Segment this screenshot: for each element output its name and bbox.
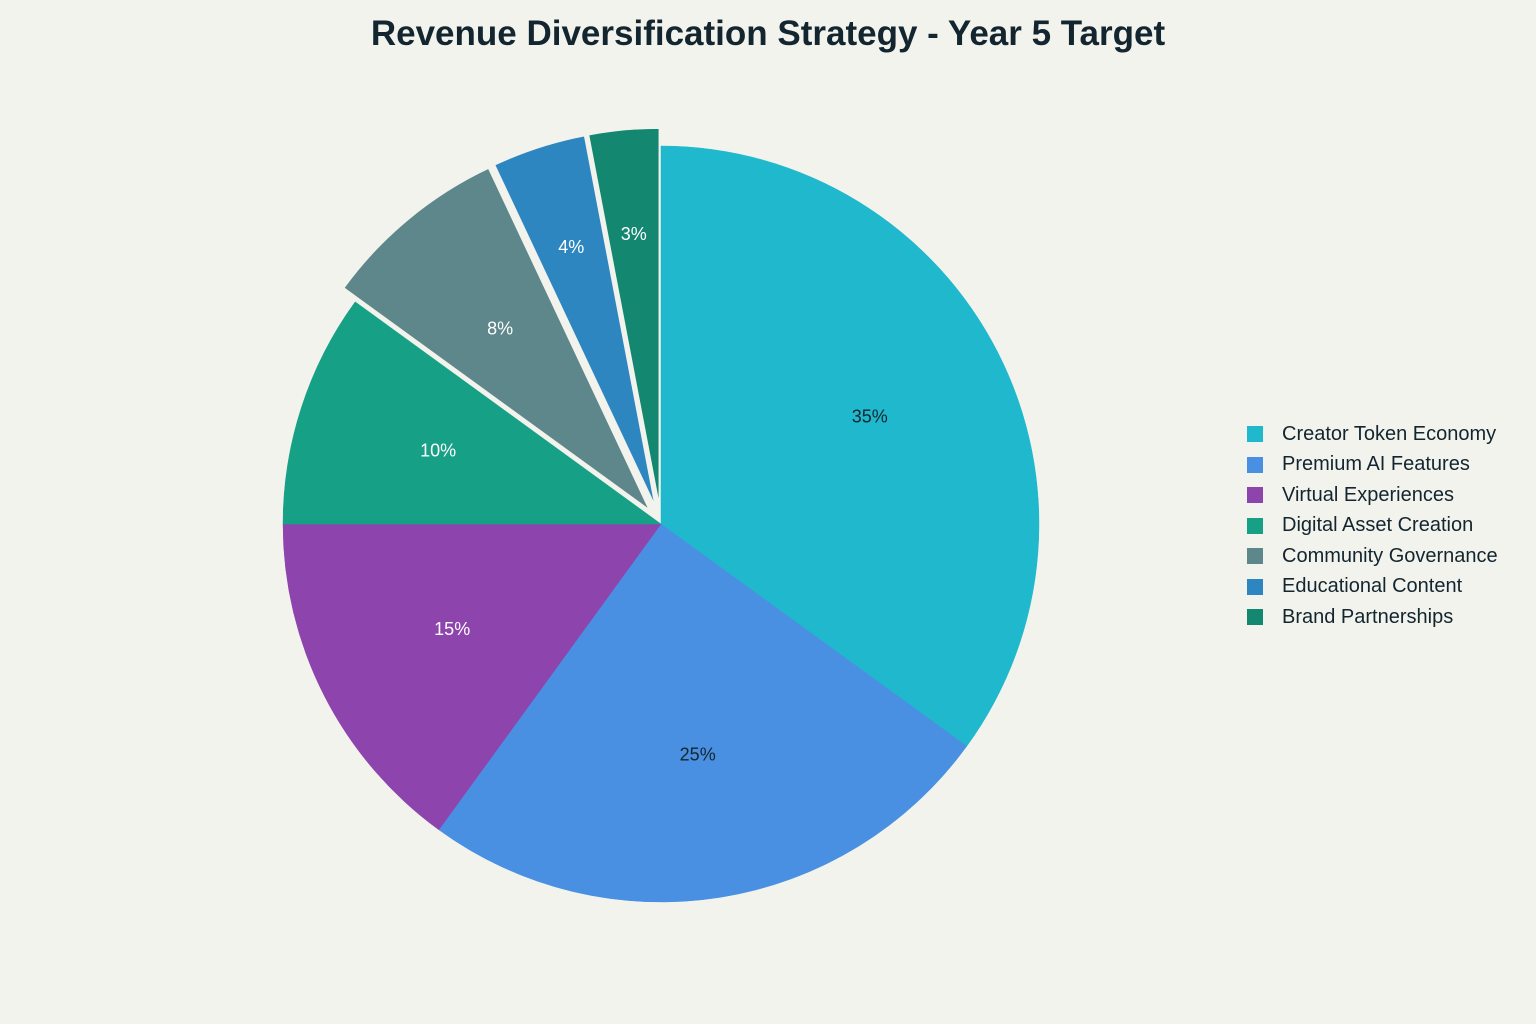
legend-swatch-5 <box>1247 578 1263 595</box>
pie-slice-labels: 35% 25% 15% 10% 8% 4% 3% <box>420 224 888 764</box>
legend-item-2[interactable]: Virtual Experiences <box>1247 480 1527 511</box>
pie-slice-6 <box>587 127 661 507</box>
pie-slice-3 <box>282 301 662 525</box>
pie-slice-label-6: 3% <box>621 224 647 244</box>
pie-slice-label-5: 4% <box>558 237 584 257</box>
legend-swatch-4 <box>1247 548 1263 565</box>
legend-item-1[interactable]: Premium AI Features <box>1247 450 1527 481</box>
legend-label-2: Virtual Experiences <box>1282 483 1454 506</box>
chart-title: Revenue Diversification Strategy - Year … <box>370 14 1166 53</box>
pie-slice-label-1: 25% <box>680 744 716 764</box>
legend: Creator Token Economy Premium AI Features… <box>1247 419 1527 633</box>
pie-slice-2 <box>282 523 662 831</box>
pie-slice-1 <box>438 523 968 903</box>
legend-swatch-2 <box>1247 487 1263 504</box>
pie-slice-label-4: 8% <box>487 318 513 338</box>
legend-label-5: Educational Content <box>1282 575 1463 598</box>
legend-swatch-0 <box>1247 426 1263 443</box>
pie-slice-label-2: 15% <box>434 619 470 639</box>
legend-item-0[interactable]: Creator Token Economy <box>1247 419 1527 450</box>
pie-slice-label-3: 10% <box>420 440 456 460</box>
legend-item-6[interactable]: Brand Partnerships <box>1247 602 1527 633</box>
legend-swatch-1 <box>1247 456 1263 473</box>
pie-slice-5 <box>493 134 657 508</box>
pie-slice-0 <box>660 145 1040 747</box>
legend-swatch-6 <box>1247 609 1263 626</box>
pie-slices <box>282 127 1040 903</box>
legend-item-5[interactable]: Educational Content <box>1247 572 1527 603</box>
pie-slice-4 <box>342 167 651 511</box>
legend-label-0: Creator Token Economy <box>1282 422 1497 445</box>
legend-item-3[interactable]: Digital Asset Creation <box>1247 511 1527 542</box>
pie-slice-label-0: 35% <box>852 406 888 426</box>
legend-item-4[interactable]: Community Governance <box>1247 541 1527 572</box>
legend-label-3: Digital Asset Creation <box>1282 514 1474 537</box>
legend-label-6: Brand Partnerships <box>1282 605 1454 628</box>
legend-label-1: Premium AI Features <box>1282 453 1470 476</box>
legend-label-4: Community Governance <box>1282 544 1498 567</box>
legend-swatch-3 <box>1247 517 1263 534</box>
